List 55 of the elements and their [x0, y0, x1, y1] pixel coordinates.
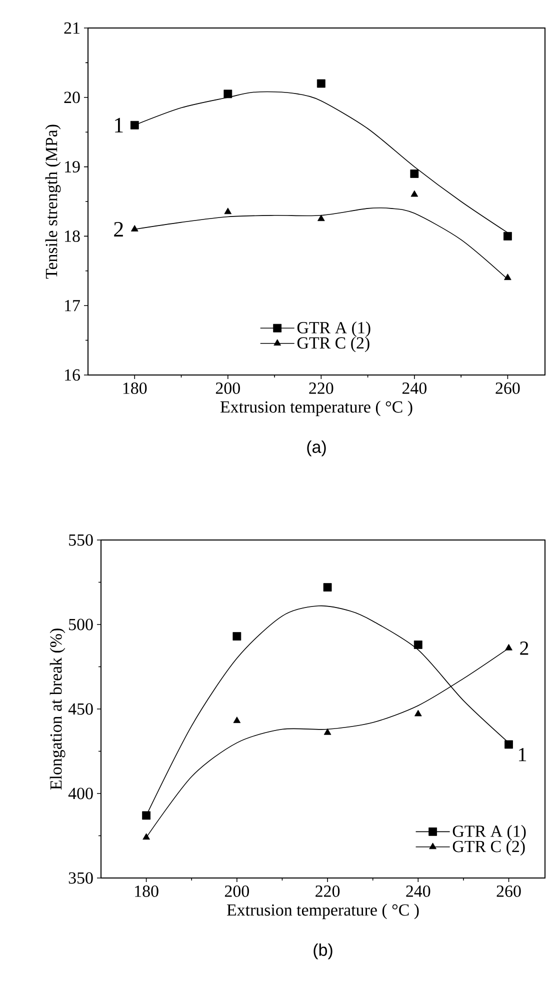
legend-label: GTR C (2) [297, 336, 370, 352]
point [410, 170, 419, 178]
point [504, 740, 513, 749]
x-tick-label: 180 [135, 886, 158, 897]
legend-label: GTR A (1) [452, 825, 526, 840]
x-tick-label: 180 [123, 382, 147, 394]
point [410, 190, 418, 197]
x-tick-label: 240 [402, 382, 426, 394]
x-axis-title: Extrusion temperature ( °C ) [226, 904, 419, 920]
point [504, 274, 512, 280]
point [233, 716, 241, 724]
x-tick-label: 260 [496, 886, 521, 897]
y-tick-label: 400 [68, 788, 93, 800]
point [316, 79, 326, 88]
x-axis-title: Extrusion temperature ( °C ) [220, 400, 412, 416]
x-tick-label: 220 [316, 886, 340, 897]
text: (b) [314, 944, 332, 960]
point [232, 632, 242, 641]
x-tick-label: 260 [496, 382, 520, 394]
point [224, 208, 232, 214]
y-tick-label: 350 [68, 872, 93, 884]
x-tick-label: 220 [309, 382, 334, 394]
point [130, 120, 139, 130]
y-tick-label: 500 [69, 618, 93, 630]
point [324, 728, 332, 735]
y-tick-label: 18 [65, 230, 80, 242]
x-tick-label: 200 [224, 886, 249, 897]
y-tick-label: 19 [65, 161, 80, 172]
y-axis-title: Elongation at break (%) [50, 628, 66, 790]
point [224, 90, 232, 98]
annotation: 1 [115, 118, 123, 132]
y-tick-label: 21 [64, 22, 80, 34]
legend-label: GTR C (2) [452, 840, 525, 856]
y-tick-label: 450 [68, 703, 93, 715]
text: (a) [307, 440, 326, 456]
legend-label: GTR A (1) [297, 322, 370, 337]
x-tick-label: 200 [216, 382, 240, 394]
point [142, 811, 151, 820]
point [503, 232, 512, 240]
point [142, 833, 150, 840]
point [414, 710, 422, 716]
y-tick-label: 20 [64, 92, 80, 104]
y-tick-label: 550 [69, 534, 93, 546]
y-tick-label: 16 [65, 369, 80, 381]
y-tick-label: 17 [65, 300, 80, 312]
annotation: 1 [519, 748, 526, 762]
x-tick-label: 240 [406, 886, 430, 897]
point [414, 640, 422, 649]
point [505, 644, 512, 650]
point [317, 214, 325, 222]
annotation: 2 [114, 222, 123, 237]
point [323, 583, 332, 592]
annotation: 2 [520, 642, 528, 655]
y-axis-title: Tensile strength (MPa) [45, 124, 61, 279]
point [130, 225, 138, 232]
